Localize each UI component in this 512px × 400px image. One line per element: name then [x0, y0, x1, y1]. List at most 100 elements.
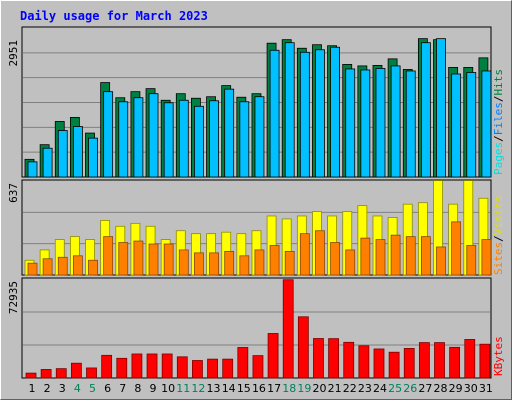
bar-kbytes: [116, 357, 128, 379]
bar-sites: [42, 258, 53, 276]
x-tick-label: 19: [297, 382, 311, 395]
bar-files: [27, 161, 38, 178]
x-tick-label: 13: [207, 382, 221, 395]
bottom-panel-bars: [23, 279, 491, 379]
bar-sites: [239, 255, 250, 276]
bar-files: [239, 101, 250, 178]
bar-files: [375, 68, 386, 178]
bar-sites: [451, 221, 462, 276]
bar-sites: [209, 252, 219, 276]
x-tick-label: 4: [74, 382, 81, 395]
bar-kbytes: [434, 342, 445, 379]
bottom-ymax-label: 72935: [7, 281, 20, 314]
bar-sites: [375, 239, 386, 276]
x-tick-label: 2: [44, 382, 51, 395]
chart-title: Daily usage for March 2023: [20, 9, 208, 23]
bar-files: [163, 102, 174, 178]
bar-kbytes: [176, 356, 188, 379]
x-tick-label: 22: [343, 382, 357, 395]
bar-kbytes: [297, 316, 309, 379]
x-tick-label: 27: [418, 382, 432, 395]
bar-kbytes: [464, 339, 476, 379]
x-tick-label: 8: [134, 382, 141, 395]
x-tick-label: 15: [237, 382, 251, 395]
legend-sep-3: /: [492, 235, 505, 242]
bar-kbytes: [131, 353, 143, 379]
bar-files: [466, 72, 477, 178]
x-tick-label: 6: [104, 382, 111, 395]
x-tick-label: 24: [373, 382, 387, 395]
bar-kbytes: [237, 347, 249, 379]
bar-files: [345, 68, 356, 178]
bar-kbytes: [418, 342, 430, 379]
bar-sites: [163, 243, 174, 276]
bar-files: [72, 126, 83, 178]
bar-files: [42, 147, 53, 178]
bar-kbytes: [403, 348, 415, 379]
x-tick-label: 18: [282, 382, 296, 395]
x-tick-label: 7: [119, 382, 126, 395]
legend-pages: Pages: [492, 142, 505, 175]
bar-kbytes: [479, 343, 491, 379]
bar-files: [299, 51, 310, 178]
bar-sites: [345, 249, 356, 276]
top-ymax-label: 2951: [7, 40, 20, 67]
bar-files: [133, 97, 144, 178]
bar-sites: [148, 243, 159, 276]
bar-files: [118, 101, 129, 178]
bar-kbytes: [192, 360, 203, 379]
x-tick-label: 20: [312, 382, 326, 395]
bar-sites: [27, 262, 38, 276]
bar-kbytes: [449, 346, 461, 379]
bar-sites: [390, 234, 401, 276]
bar-kbytes: [101, 354, 113, 379]
x-tick-label: 10: [161, 382, 175, 395]
bar-files: [481, 70, 492, 178]
bar-sites: [436, 246, 446, 276]
bar-sites: [133, 240, 144, 276]
bar-files: [194, 105, 204, 178]
legend-sites: Sites: [492, 242, 505, 275]
x-tick-label: 11: [176, 382, 190, 395]
bar-kbytes: [146, 353, 158, 379]
bar-sites: [57, 256, 68, 276]
bar-files: [88, 137, 98, 178]
bar-kbytes: [313, 338, 324, 379]
top-panel-bars: [23, 38, 492, 178]
x-tick-label: 12: [191, 382, 205, 395]
x-tick-label: 23: [358, 382, 372, 395]
legend-hits: Hits: [492, 69, 505, 96]
x-tick-label: 5: [89, 382, 96, 395]
x-tick-label: 17: [267, 382, 281, 395]
bar-files: [178, 99, 189, 178]
bar-kbytes: [40, 369, 52, 379]
legend-sep-2: /: [492, 96, 505, 103]
bar-files: [57, 130, 68, 178]
bar-files: [103, 91, 114, 178]
x-tick-label: 1: [29, 382, 36, 395]
x-tick-label: 30: [464, 382, 478, 395]
bar-files: [284, 42, 295, 178]
x-tick-label: 31: [479, 382, 493, 395]
bar-sites: [360, 237, 371, 276]
bar-files: [224, 88, 235, 178]
bar-kbytes: [55, 368, 67, 379]
bar-kbytes: [70, 362, 82, 379]
legend-kbytes: KBytes: [492, 336, 505, 376]
bar-sites: [330, 242, 341, 276]
bar-sites: [88, 259, 98, 276]
bar-files: [420, 42, 431, 178]
x-tick-label: 14: [222, 382, 236, 395]
bar-kbytes: [328, 338, 340, 379]
bar-sites: [224, 250, 235, 276]
bar-kbytes: [343, 341, 355, 379]
bar-sites: [72, 255, 83, 276]
bar-sites: [420, 236, 431, 276]
bar-sites: [481, 239, 492, 276]
bar-kbytes: [282, 279, 294, 379]
bar-files: [269, 49, 280, 178]
bar-kbytes: [267, 333, 279, 379]
